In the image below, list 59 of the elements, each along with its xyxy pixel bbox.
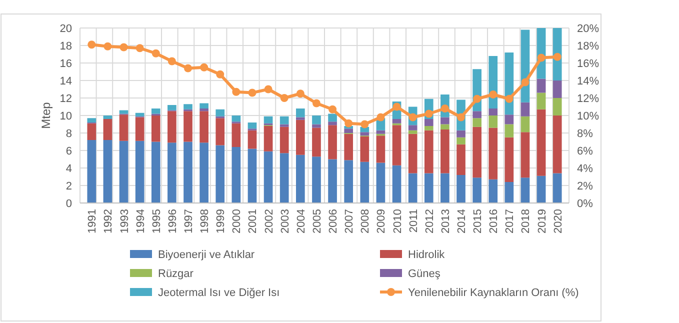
x-tick-label: 2002 bbox=[263, 209, 276, 234]
y-tick-label: 8 bbox=[66, 128, 72, 140]
x-tick-label: 1999 bbox=[215, 209, 228, 234]
y-tick-label: 10 bbox=[60, 110, 72, 122]
x-tick-label: 2017 bbox=[504, 209, 516, 234]
y-tick-label: 4 bbox=[66, 162, 72, 175]
x-tick-label: 1998 bbox=[199, 209, 212, 234]
x-tick-label: 1994 bbox=[134, 209, 147, 234]
y2-tick-label: 6% bbox=[577, 145, 594, 158]
y-tick-label: 14 bbox=[60, 75, 72, 88]
x-tick-label: 1991 bbox=[86, 209, 99, 234]
y-tick-label: 18 bbox=[60, 40, 72, 52]
x-tick-label: 2020 bbox=[552, 209, 564, 234]
x-tick-label: 2013 bbox=[440, 209, 452, 234]
y2-tick-label: 10% bbox=[577, 110, 600, 122]
y-tick-label: 12 bbox=[60, 92, 72, 105]
x-tick-label: 2016 bbox=[488, 209, 500, 234]
y-tick-label: 20 bbox=[60, 22, 72, 35]
x-tick-label: 1993 bbox=[118, 209, 131, 234]
x-tick-label: 2007 bbox=[344, 209, 356, 234]
x-tick-label: 2008 bbox=[360, 209, 372, 234]
x-tick-label: 2003 bbox=[279, 209, 292, 234]
legend-label: Jeotermal Isı ve Diğer Isı bbox=[158, 286, 280, 299]
legend-label: Rüzgar bbox=[158, 268, 194, 280]
y2-tick-label: 8% bbox=[577, 128, 594, 140]
x-tick-label: 2015 bbox=[472, 209, 484, 234]
x-tick-label: 2014 bbox=[456, 209, 468, 234]
y-tick-label: 0 bbox=[66, 198, 72, 210]
x-tick-label: 1995 bbox=[150, 209, 163, 234]
y2-tick-label: 12% bbox=[577, 92, 600, 105]
x-tick-label: 2006 bbox=[328, 209, 340, 234]
legend-label: Biyoenerji ve Atıklar bbox=[158, 248, 255, 261]
y2-tick-label: 14% bbox=[577, 75, 600, 88]
y2-tick-label: 0% bbox=[577, 198, 594, 210]
x-tick-label: 2011 bbox=[408, 209, 420, 233]
y2-tick-label: 4% bbox=[577, 162, 594, 175]
x-tick-label: 2009 bbox=[376, 209, 388, 234]
y2-tick-label: 2% bbox=[577, 180, 594, 192]
y-tick-label: 6 bbox=[66, 145, 72, 158]
legend-label: Hidrolik bbox=[408, 248, 446, 261]
y-tick-label: 16 bbox=[60, 58, 72, 70]
x-tick-label: 2001 bbox=[247, 209, 260, 234]
legend-label: Yenilenebilir Kaynakların Oranı (%) bbox=[408, 286, 579, 299]
y-tick-label: 2 bbox=[66, 180, 72, 192]
x-tick-label: 1997 bbox=[183, 209, 195, 234]
x-tick-label: 2018 bbox=[520, 209, 532, 234]
x-tick-label: 2000 bbox=[231, 209, 244, 234]
legend-label: Güneş bbox=[408, 268, 441, 280]
x-tick-label: 2010 bbox=[392, 209, 404, 234]
y2-tick-label: 16% bbox=[577, 58, 600, 70]
x-tick-label: 2012 bbox=[424, 209, 436, 234]
y-axis-title: Mtep bbox=[39, 102, 53, 129]
x-tick-label: 2005 bbox=[311, 209, 324, 234]
x-tick-label: 2004 bbox=[295, 209, 308, 234]
x-tick-label: 1992 bbox=[102, 209, 115, 234]
x-tick-label: 2019 bbox=[536, 209, 548, 234]
y2-tick-label: 18% bbox=[577, 40, 600, 52]
x-tick-label: 1996 bbox=[166, 209, 179, 234]
y2-tick-label: 20% bbox=[577, 22, 600, 35]
